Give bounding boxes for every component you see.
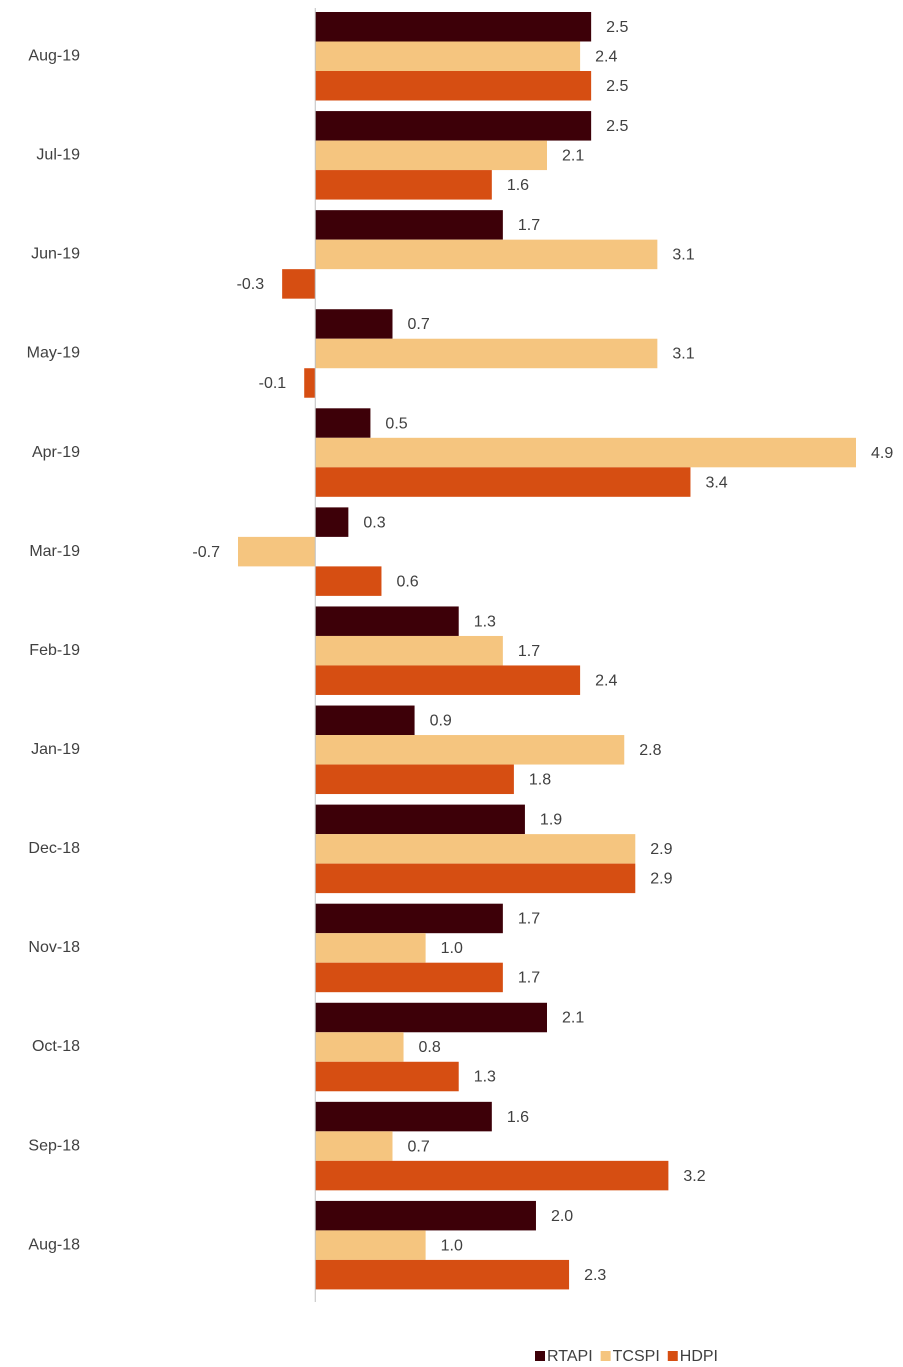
y-tick-label: Feb-19: [29, 642, 80, 659]
y-tick-label: May-19: [27, 345, 80, 362]
value-label: 0.5: [385, 415, 407, 432]
y-tick-label: Aug-18: [28, 1236, 80, 1253]
bar: [315, 140, 547, 171]
bar: [315, 1200, 536, 1231]
legend-swatch: [667, 1351, 678, 1361]
bar: [315, 1032, 404, 1062]
bar: [315, 735, 625, 765]
legend-swatch: [535, 1351, 545, 1361]
value-label: 2.9: [650, 871, 672, 888]
value-label: 0.6: [396, 573, 418, 590]
bar: [315, 41, 581, 71]
value-label: 2.0: [551, 1208, 573, 1225]
bar: [315, 239, 658, 270]
value-label: 0.7: [408, 1138, 430, 1155]
bar: [315, 834, 636, 864]
bar: [315, 338, 658, 369]
value-label: 0.7: [408, 316, 430, 333]
bar: [315, 1259, 570, 1290]
value-label: 3.4: [705, 474, 727, 491]
bar: [315, 210, 503, 240]
value-label: 1.6: [507, 1109, 529, 1126]
bar: [315, 507, 349, 537]
bar: [315, 111, 592, 141]
value-label: 4.9: [871, 445, 893, 462]
y-tick-label: Mar-19: [29, 543, 80, 560]
value-label: 0.3: [363, 514, 385, 531]
value-label: 1.7: [518, 911, 540, 928]
bar: [315, 408, 371, 438]
value-label: 1.9: [540, 812, 562, 829]
legend-swatch: [600, 1351, 611, 1361]
value-label: 1.6: [507, 177, 529, 194]
bar: [315, 606, 459, 636]
legend-label: HDPI: [680, 1348, 718, 1365]
bar: [315, 962, 503, 993]
bar: [282, 269, 316, 299]
bar: [315, 1002, 547, 1033]
y-tick-label: Nov-18: [28, 939, 80, 956]
y-tick-label: Aug-19: [28, 47, 80, 64]
value-label: 1.7: [518, 970, 540, 987]
legend-label: TCSPI: [613, 1348, 660, 1365]
y-tick-label: Jul-19: [36, 147, 80, 164]
bar: [315, 863, 636, 894]
value-label: 0.9: [430, 713, 452, 730]
y-tick-label: Oct-18: [32, 1038, 80, 1055]
bar: [315, 804, 525, 835]
bar: [315, 170, 492, 200]
value-label: 2.1: [562, 1010, 584, 1027]
value-label: 2.5: [606, 19, 628, 36]
value-label: 2.9: [650, 841, 672, 858]
bar: [315, 71, 592, 101]
bar: [304, 368, 316, 398]
value-label: 1.0: [441, 940, 463, 957]
bar: [315, 903, 503, 934]
bar: [315, 12, 592, 42]
bar: [315, 1230, 426, 1260]
bar: [315, 764, 514, 795]
bar: [315, 1061, 459, 1092]
value-label: 2.8: [639, 742, 661, 759]
value-label: 1.3: [474, 613, 496, 630]
value-label: -0.3: [237, 276, 265, 293]
value-label: -0.1: [259, 375, 287, 392]
value-label: 1.7: [518, 217, 540, 234]
value-label: 1.3: [474, 1069, 496, 1086]
y-tick-label: Jun-19: [31, 246, 80, 263]
y-tick-label: Jan-19: [31, 741, 80, 758]
bar: [315, 1101, 492, 1132]
legend-label: RTAPI: [547, 1348, 593, 1365]
value-label: 3.1: [672, 247, 694, 264]
value-label: 2.5: [606, 78, 628, 95]
value-label: -0.7: [192, 544, 220, 561]
bar: [315, 635, 503, 666]
bar: [315, 437, 856, 468]
value-label: 3.1: [672, 346, 694, 363]
y-tick-label: Apr-19: [32, 444, 80, 461]
value-label: 1.8: [529, 772, 551, 789]
value-label: 2.4: [595, 48, 617, 65]
value-label: 1.0: [441, 1237, 463, 1254]
value-label: 2.1: [562, 148, 584, 165]
y-tick-label: Sep-18: [28, 1137, 80, 1154]
bar: [315, 705, 415, 736]
value-label: 2.4: [595, 672, 617, 689]
value-label: 2.3: [584, 1267, 606, 1284]
bar: [238, 536, 316, 567]
bar: [315, 566, 382, 596]
value-label: 1.7: [518, 643, 540, 660]
bar: [315, 1131, 393, 1161]
value-label: 2.5: [606, 118, 628, 135]
bar: [315, 467, 691, 497]
bar: [315, 665, 581, 695]
bar: [315, 933, 426, 963]
bar: [315, 1160, 669, 1191]
bar: [315, 309, 393, 339]
value-label: 3.2: [683, 1168, 705, 1185]
y-tick-label: Dec-18: [28, 840, 80, 857]
value-label: 0.8: [419, 1039, 441, 1056]
